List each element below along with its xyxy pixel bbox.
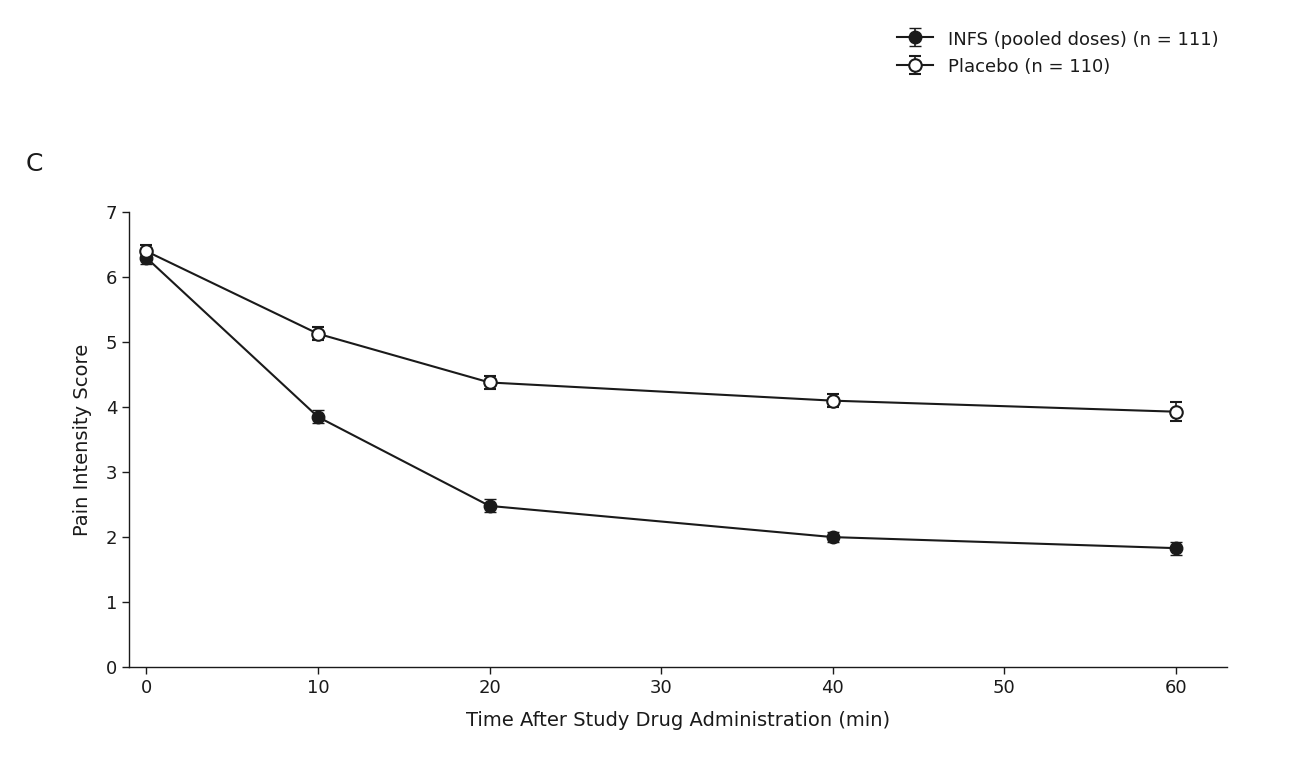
- Legend: INFS (pooled doses) (n = 111), Placebo (n = 110): INFS (pooled doses) (n = 111), Placebo (…: [897, 30, 1218, 76]
- Y-axis label: Pain Intensity Score: Pain Intensity Score: [74, 343, 92, 536]
- X-axis label: Time After Study Drug Administration (min): Time After Study Drug Administration (mi…: [466, 711, 890, 730]
- Text: C: C: [26, 152, 43, 176]
